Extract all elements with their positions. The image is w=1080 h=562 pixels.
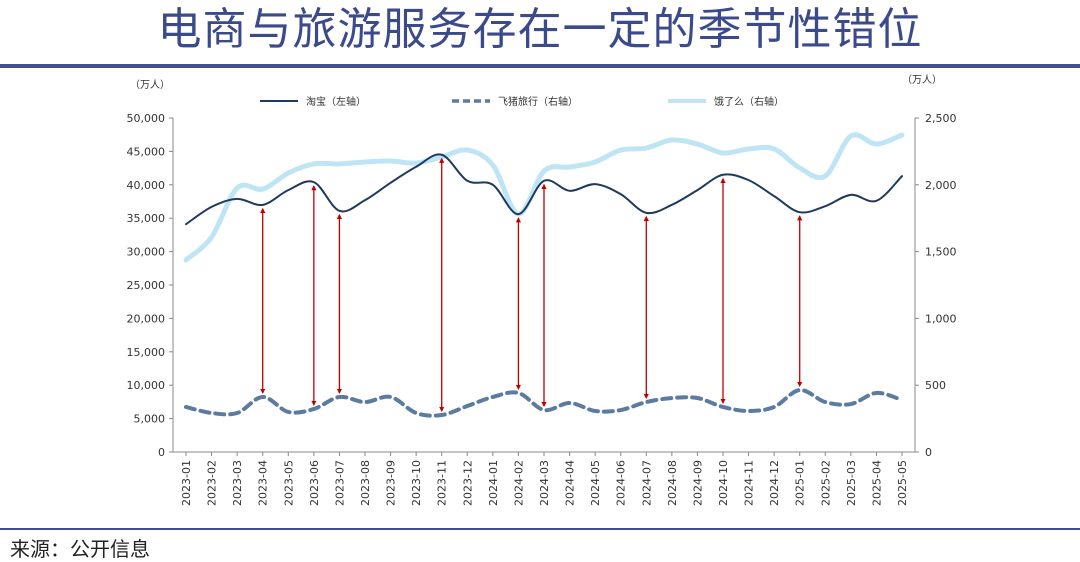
x-tick-label: 2023-04 bbox=[257, 460, 270, 506]
x-tick-label: 2025-02 bbox=[819, 460, 832, 506]
left-tick-label: 40,000 bbox=[127, 179, 166, 192]
right-tick-label: 1,000 bbox=[925, 312, 957, 325]
right-tick-label: 500 bbox=[925, 379, 946, 392]
page-title: 电商与旅游服务存在一定的季节性错位 bbox=[157, 4, 923, 55]
left-tick-label: 45,000 bbox=[127, 145, 166, 158]
legend-label-1: 飞猪旅行（右轴） bbox=[498, 95, 578, 108]
x-tick-label: 2024-01 bbox=[487, 460, 500, 506]
left-tick-label: 30,000 bbox=[127, 246, 166, 259]
left-axis-unit: （万人） bbox=[130, 79, 170, 91]
right-tick-label: 0 bbox=[925, 446, 932, 459]
x-tick-label: 2023-09 bbox=[385, 460, 398, 506]
x-tick-label: 2025-05 bbox=[896, 460, 909, 506]
x-tick-label: 2023-10 bbox=[410, 460, 423, 506]
series-line-2 bbox=[183, 132, 905, 263]
x-tick-label: 2023-07 bbox=[333, 460, 346, 506]
series-line-0 bbox=[185, 153, 903, 226]
left-tick-label: 35,000 bbox=[127, 212, 166, 225]
x-tick-label: 2024-03 bbox=[538, 460, 551, 506]
series-line-1 bbox=[184, 388, 904, 418]
x-tick-label: 2025-03 bbox=[845, 460, 858, 506]
x-tick-label: 2024-06 bbox=[615, 460, 628, 506]
x-tick-label: 2024-08 bbox=[666, 460, 679, 506]
right-tick-label: 1,500 bbox=[925, 246, 957, 259]
left-tick-label: 25,000 bbox=[127, 279, 166, 292]
left-tick-label: 10,000 bbox=[127, 379, 166, 392]
source-note: 来源：公开信息 bbox=[10, 537, 150, 561]
footer-divider bbox=[0, 528, 1080, 530]
x-tick-label: 2024-02 bbox=[512, 460, 525, 506]
left-tick-label: 0 bbox=[158, 446, 165, 459]
x-tick-label: 2024-05 bbox=[589, 460, 602, 506]
x-tick-label: 2023-11 bbox=[436, 460, 449, 506]
legend-label-2: 饿了么（右轴） bbox=[714, 95, 784, 108]
x-tick-label: 2024-12 bbox=[768, 460, 781, 506]
x-tick-label: 2024-04 bbox=[564, 460, 577, 506]
x-tick-label: 2023-05 bbox=[282, 460, 295, 506]
left-tick-label: 20,000 bbox=[127, 312, 166, 325]
x-tick-label: 2023-01 bbox=[180, 460, 193, 506]
left-tick-label: 5,000 bbox=[134, 413, 166, 426]
x-tick-label: 2025-04 bbox=[870, 460, 883, 506]
title-divider bbox=[0, 64, 1080, 68]
x-tick-label: 2025-01 bbox=[794, 460, 807, 506]
x-tick-label: 2023-03 bbox=[231, 460, 244, 506]
left-tick-label: 15,000 bbox=[127, 346, 166, 359]
legend-label-0: 淘宝（左轴） bbox=[306, 95, 366, 108]
x-tick-label: 2023-08 bbox=[359, 460, 372, 506]
x-tick-label: 2024-07 bbox=[640, 460, 653, 506]
x-tick-label: 2024-10 bbox=[717, 460, 730, 506]
x-tick-label: 2024-11 bbox=[743, 460, 756, 506]
left-tick-label: 50,000 bbox=[127, 112, 166, 125]
x-tick-label: 2023-06 bbox=[308, 460, 321, 506]
x-tick-label: 2024-09 bbox=[691, 460, 704, 506]
right-tick-label: 2,500 bbox=[925, 112, 957, 125]
x-tick-label: 2023-12 bbox=[461, 460, 474, 506]
right-tick-label: 2,000 bbox=[925, 179, 957, 192]
x-tick-label: 2023-02 bbox=[206, 460, 219, 506]
right-axis-unit: （万人） bbox=[902, 74, 942, 86]
